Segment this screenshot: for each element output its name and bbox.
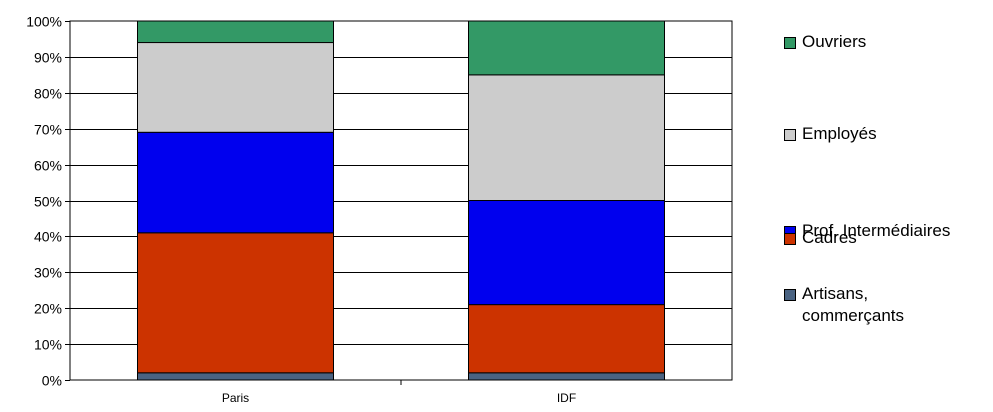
legend-swatch <box>784 129 796 141</box>
bar-segment-idf-artisans-commercants <box>468 372 665 381</box>
legend-item-employes: Employés <box>784 123 877 145</box>
bar-segment-idf-cadres <box>468 304 665 374</box>
legend-item-ouvriers: Ouvriers <box>784 31 866 53</box>
y-tick-label: 60% <box>34 158 62 174</box>
x-tick-label: Paris <box>222 391 249 405</box>
bar-segment-paris-artisans-commercants <box>137 372 334 381</box>
bar-segment-paris-prof-intermediaires <box>137 131 334 234</box>
chart-plot: 0% 10% 20% 30% 40% 50% 60% 70% 80% 90% 100% Paris ID… <box>26 14 733 405</box>
y-tick-label: 10% <box>34 337 62 353</box>
bar-segment-idf-prof-intermediaires <box>468 200 665 306</box>
legend-item-cadres: Cadres <box>784 227 857 249</box>
y-tick-label: 100% <box>26 14 62 30</box>
legend-swatch <box>784 233 796 245</box>
legend-item-artisans-commercants: Artisans, commerçants <box>784 283 904 327</box>
legend-label: Ouvriers <box>802 32 867 51</box>
legend-label: Prof. Intermédiaires <box>802 221 951 240</box>
chart-legend: Ouvriers Employés Prof. Intermédiaires Cadr… <box>784 0 989 407</box>
y-tick-label: 70% <box>34 122 62 138</box>
y-tick-label: 90% <box>34 50 62 66</box>
y-tick-label: 20% <box>34 301 62 317</box>
y-tick-label: 80% <box>34 86 62 102</box>
legend-label: Employés <box>802 124 877 143</box>
bar-segment-paris-cadres <box>137 232 334 374</box>
bar-segment-paris-employes <box>137 42 334 133</box>
legend-item-prof-intermediaires: Prof. Intermédiaires <box>784 220 950 242</box>
y-tick-label: 50% <box>34 194 62 210</box>
y-tick-label: 30% <box>34 265 62 281</box>
bar-segment-idf-ouvriers <box>468 20 665 76</box>
y-tick-label: 40% <box>34 229 62 245</box>
legend-label: Artisans, commerçants <box>802 284 905 325</box>
x-tick-label: IDF <box>557 391 576 405</box>
bar-segment-idf-employes <box>468 74 665 201</box>
legend-swatch <box>784 289 796 301</box>
bar-segment-paris-ouvriers <box>137 20 334 44</box>
legend-label: Cadres <box>802 228 857 247</box>
legend-swatch <box>784 37 796 49</box>
y-tick-label: 0% <box>42 373 62 389</box>
